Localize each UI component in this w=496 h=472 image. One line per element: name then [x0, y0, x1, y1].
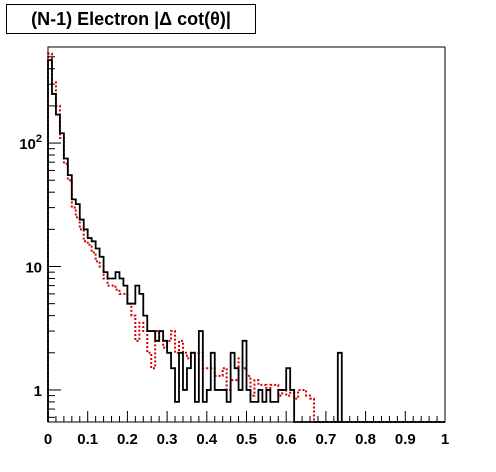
x-tick-label: 0.6 [276, 431, 297, 448]
y-tick-label: 10 [25, 260, 42, 277]
x-tick-label: 0.8 [355, 431, 376, 448]
series-0-spike-0 [336, 351, 343, 422]
x-tick-label: 0.9 [395, 431, 416, 448]
x-tick-label: 0.1 [77, 431, 98, 448]
y-tick-label: 1 [34, 383, 42, 400]
x-tick-label: 1 [441, 431, 449, 448]
axes: 0 0.1 0.2 0.3 0.4 0.5 0.6 0.7 0.8 0.9 1 1 10 102 [19, 46, 449, 448]
x-tick-label: 0.4 [196, 431, 218, 448]
x-tick-label: 0.2 [117, 431, 138, 448]
series-0-histogram-line [47, 59, 445, 423]
chart-title: (N-1) Electron |Δ cot(θ)| [6, 4, 256, 34]
x-tick-label: 0.7 [315, 431, 336, 448]
y-tick-label: 102 [19, 133, 42, 153]
x-tick-label: 0 [44, 431, 52, 448]
x-tick-label: 0.5 [236, 431, 257, 448]
black-solid-series [47, 59, 445, 423]
x-tick-label: 0.3 [157, 431, 178, 448]
